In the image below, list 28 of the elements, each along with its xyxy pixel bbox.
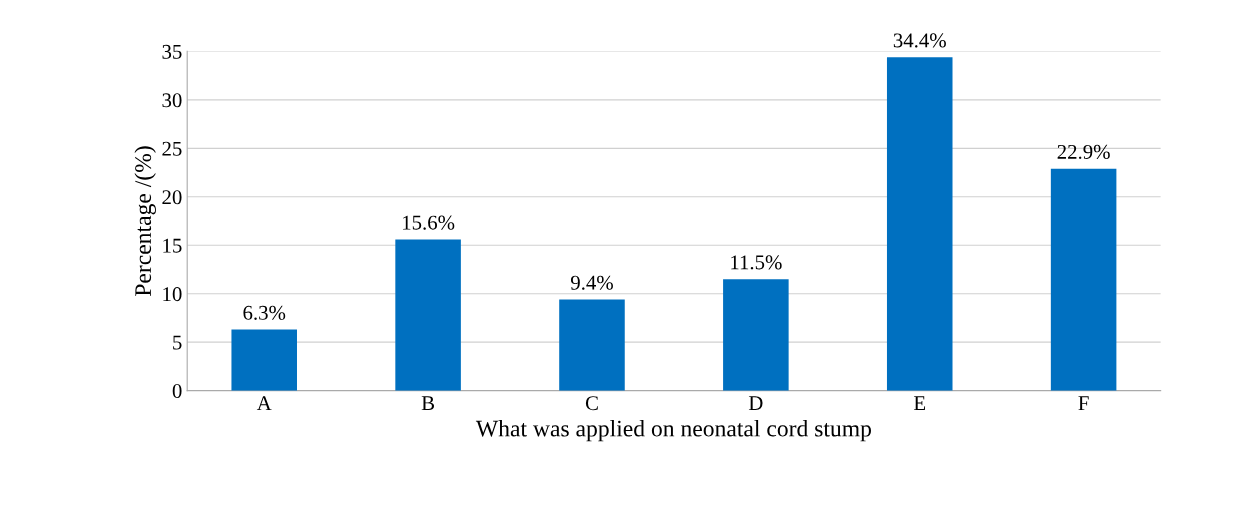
y-tick-label: 5 [173, 335, 182, 350]
bar [886, 57, 953, 391]
data-label: 11.5% [731, 255, 782, 270]
y-tick-label: 10 [163, 287, 182, 302]
data-label: 22.9% [1057, 144, 1110, 159]
y-tick-label: 15 [163, 238, 182, 253]
y-tick-label: 0 [172, 384, 182, 399]
data-label: 6.3% [243, 305, 286, 320]
data-label: 15.6% [403, 215, 455, 230]
x-tick-label: E [913, 396, 926, 410]
y-axis-title: Percentage /(%) [134, 146, 156, 297]
x-tick-label: A [256, 396, 272, 410]
y-tick-label: 30 [162, 93, 182, 108]
x-tick-label: F [1078, 396, 1089, 410]
bar [723, 279, 789, 391]
y-tick-label: 20 [162, 190, 182, 205]
bar [1050, 168, 1117, 391]
y-tick-label: 25 [162, 141, 182, 156]
bar [559, 299, 625, 391]
data-label: 34.4% [893, 33, 946, 48]
bar [395, 239, 461, 391]
x-tick-label: C [585, 396, 598, 411]
data-label: 9.4% [570, 275, 613, 290]
y-tick-label: 35 [162, 44, 182, 59]
bar [231, 329, 297, 391]
x-tick-label: B [421, 396, 435, 411]
x-tick-label: D [748, 396, 763, 410]
x-axis-title: What was applied on neonatal cord stump [475, 419, 872, 442]
